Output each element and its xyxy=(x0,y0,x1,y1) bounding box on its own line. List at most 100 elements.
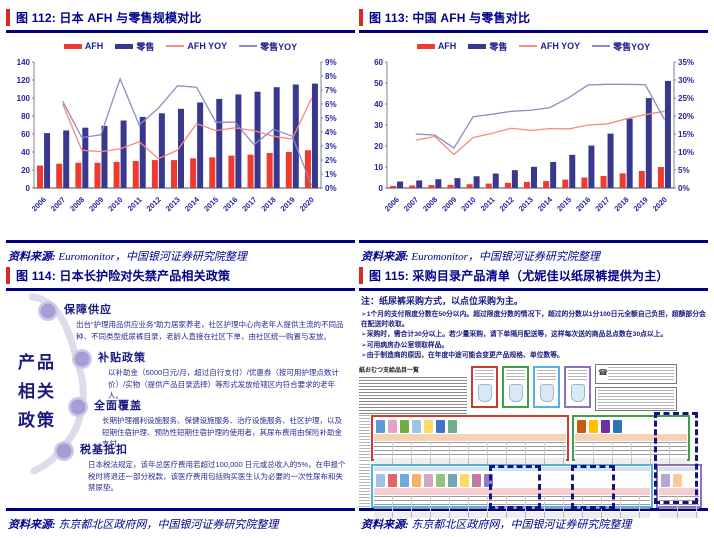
product-thumbnail xyxy=(412,419,421,433)
line-series-零售YOY xyxy=(415,83,666,149)
svg-text:2010: 2010 xyxy=(106,195,124,213)
afh-yoy-line-swatch xyxy=(519,45,538,47)
product-thumbnail xyxy=(460,473,469,487)
svg-text:2017: 2017 xyxy=(240,195,258,213)
svg-text:2008: 2008 xyxy=(68,195,86,213)
policy-item-subsidy: 补贴政策 以补助金（5000日元/月，超过自行支付）/优惠券（按可用护理点数计价… xyxy=(98,349,348,402)
product-type-box xyxy=(564,365,591,408)
svg-text:2007: 2007 xyxy=(402,195,420,213)
svg-text:2009: 2009 xyxy=(87,195,105,213)
figure-115-panel: 图 115: 采购目录产品清单（尤妮佳以纸尿裤提供为主） 注：纸尿裤采购方式，以… xyxy=(359,264,708,532)
svg-text:2015: 2015 xyxy=(555,195,573,213)
svg-text:5%: 5% xyxy=(678,166,690,175)
policy-arc-graphic xyxy=(28,293,92,475)
svg-text:60: 60 xyxy=(374,58,383,67)
diaper-illustration xyxy=(540,383,554,402)
policy-heading: 补贴政策 xyxy=(98,352,146,364)
lower-table-left-section xyxy=(371,463,653,518)
svg-text:40: 40 xyxy=(374,100,383,109)
figure-grid: 图 112: 日本 AFH 与零售规模对比 AFH 零售 AFH YOY 零售Y… xyxy=(6,6,708,532)
figure-114-header: 图 114: 日本长护险对失禁产品相关政策 xyxy=(6,264,355,291)
policy-diagram: 产品 相关 政策 保障供应 出台“护理用品供应业务”助力居家养老，社区护理中心向… xyxy=(6,291,355,508)
product-thumbnail xyxy=(388,419,397,433)
retail-yoy-line-swatch xyxy=(592,45,611,47)
policy-body: 以补助金（5000日元/月，超过自行支付）/优惠券（按可用护理点数计价）/实物（… xyxy=(108,368,339,401)
svg-text:7%: 7% xyxy=(325,86,337,95)
retail-bar-swatch xyxy=(468,43,487,49)
svg-text:9%: 9% xyxy=(325,58,337,67)
product-thumbnail xyxy=(376,419,385,433)
bar-series-零售 xyxy=(44,83,318,188)
svg-text:2018: 2018 xyxy=(612,195,630,213)
svg-text:2013: 2013 xyxy=(164,195,182,213)
legend-afh-yoy: AFH YOY xyxy=(519,41,580,51)
svg-text:2019: 2019 xyxy=(279,195,297,213)
diaper-illustration xyxy=(571,383,585,402)
product-type-box xyxy=(471,365,498,408)
catalog-upper-table xyxy=(359,414,702,464)
afh-yoy-line-swatch xyxy=(166,45,185,47)
svg-text:2020: 2020 xyxy=(651,195,669,213)
svg-text:15%: 15% xyxy=(678,130,694,139)
svg-text:2014: 2014 xyxy=(183,194,202,213)
source-label: 资料来源: xyxy=(8,251,59,263)
upper-table-right-section xyxy=(572,414,690,464)
source-text: 东京都北区政府网，中国银河证券研究院整理 xyxy=(411,519,632,531)
svg-text:40: 40 xyxy=(21,148,30,157)
svg-text:2011: 2011 xyxy=(479,195,497,213)
product-thumbnail xyxy=(424,419,433,433)
source-label: 资料来源: xyxy=(361,519,412,531)
figure-114-source: 资料来源: 东京都北区政府网，中国银河证券研究院整理 xyxy=(6,508,355,532)
legend-retail: 零售 xyxy=(115,40,154,53)
svg-text:0%: 0% xyxy=(678,184,690,193)
diaper-illustration xyxy=(509,383,523,402)
legend-afh-yoy: AFH YOY xyxy=(166,41,227,51)
svg-text:100: 100 xyxy=(17,94,31,103)
afh-bar-swatch xyxy=(416,43,435,49)
legend-retail-yoy: 零售YOY xyxy=(239,40,297,53)
row-label-column xyxy=(359,463,370,508)
note-bullet: ➢可用病房办公室领取样品。 xyxy=(361,341,449,349)
svg-text:2012: 2012 xyxy=(498,195,516,213)
legend-afh: AFH xyxy=(63,41,103,51)
product-thumbnail xyxy=(589,419,598,433)
svg-text:2017: 2017 xyxy=(593,195,611,213)
svg-text:2019: 2019 xyxy=(632,195,650,213)
svg-text:2008: 2008 xyxy=(421,195,439,213)
product-thumbnail xyxy=(412,473,421,487)
figure-112-legend: AFH 零售 AFH YOY 零售YOY xyxy=(6,40,355,52)
figure-112-source: 资料来源: Euromonitor，中国银河证券研究院整理 xyxy=(6,240,355,264)
catalog-fine-print xyxy=(359,376,467,415)
svg-text:0: 0 xyxy=(379,184,384,193)
catalog-contact-column: ☎ xyxy=(595,363,677,412)
upper-table-left-section xyxy=(371,414,569,464)
svg-text:5%: 5% xyxy=(325,114,337,123)
product-thumbnail xyxy=(448,419,457,433)
svg-text:60: 60 xyxy=(21,130,30,139)
phone-icon: ☎ xyxy=(598,367,608,377)
figure-115-title: 图 115: 采购目录产品清单（尤妮佳以纸尿裤提供为主） xyxy=(359,267,708,284)
policy-item-supply: 保障供应 出台“护理用品供应业务”助力居家养老，社区护理中心向老年人提供主流的不… xyxy=(64,301,346,342)
figure-114-title: 图 114: 日本长护险对失禁产品相关政策 xyxy=(6,267,355,284)
product-thumbnail xyxy=(388,473,397,487)
svg-text:2015: 2015 xyxy=(202,195,220,213)
figure-112-panel: 图 112: 日本 AFH 与零售规模对比 AFH 零售 AFH YOY 零售Y… xyxy=(6,6,355,264)
diaper-illustration xyxy=(478,383,492,402)
svg-text:20%: 20% xyxy=(678,112,694,121)
japan-afh-retail-chart-canvas: 0 20 40 60 80 100 120 140 0% 1% 2% 3% 4% 5% 6% 7% 8% 9% 20… xyxy=(17,58,337,213)
svg-text:2006: 2006 xyxy=(383,195,401,213)
svg-text:30: 30 xyxy=(374,121,383,130)
svg-text:2011: 2011 xyxy=(126,195,144,213)
svg-text:4%: 4% xyxy=(325,128,337,137)
svg-text:2020: 2020 xyxy=(298,195,316,213)
lower-table-right-section xyxy=(656,463,702,518)
policy-heading: 税基抵扣 xyxy=(80,444,128,456)
svg-text:10: 10 xyxy=(374,163,383,172)
source-label: 资料来源: xyxy=(8,519,59,531)
product-thumbnail xyxy=(484,473,493,487)
figure-114-panel: 图 114: 日本长护险对失禁产品相关政策 产品 相关 政策 保障供应 出台“护… xyxy=(6,264,355,532)
policy-item-coverage: 全面覆盖 长期护理福利设施服务、保健设施服务、治疗设施服务、社区护理，以及短期住… xyxy=(94,397,348,450)
legend-afh: AFH xyxy=(416,41,456,51)
